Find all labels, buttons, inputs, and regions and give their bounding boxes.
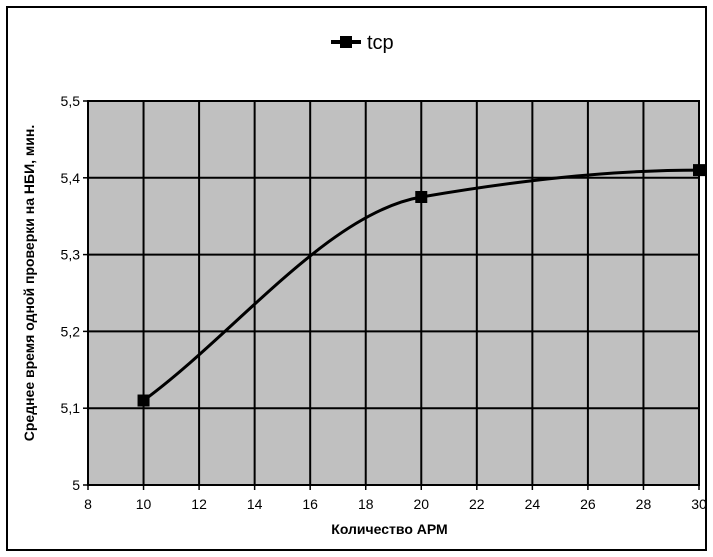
series-group xyxy=(137,164,705,407)
x-axis-title: Количество АРМ xyxy=(331,521,447,537)
x-tick-label-3: 14 xyxy=(247,496,263,512)
x-tick-label-11: 30 xyxy=(691,496,707,512)
data-point-0-1 xyxy=(415,191,428,203)
x-tick-label-4: 16 xyxy=(302,496,318,512)
y-tick-label-5: 5,5 xyxy=(61,93,81,109)
x-tick-label-0: 8 xyxy=(84,496,92,512)
y-tick-label-4: 5,4 xyxy=(61,170,81,186)
y-tick-label-0: 5 xyxy=(72,477,80,493)
x-tick-label-1: 10 xyxy=(136,496,152,512)
x-tick-label-7: 22 xyxy=(469,496,485,512)
x-tick-label-9: 26 xyxy=(580,496,596,512)
x-tick-label-2: 12 xyxy=(191,496,207,512)
data-point-0-2 xyxy=(693,164,705,177)
data-point-0-0 xyxy=(137,394,150,407)
legend-marker xyxy=(340,36,352,48)
y-axis-title: Среднее время одной проверки на НБИ, мин… xyxy=(21,125,37,441)
plot-border xyxy=(87,100,700,486)
x-tick-label-6: 20 xyxy=(413,496,429,512)
y-tick-label-1: 5,1 xyxy=(61,400,81,416)
plot-border-rect xyxy=(87,100,700,486)
legend-label: tср xyxy=(367,32,394,54)
y-axis-ticks: 5 5,1 5,2 5,3 5,4 5,5 xyxy=(61,93,88,493)
x-tick-label-10: 28 xyxy=(636,496,652,512)
x-axis-ticks: 8 10 12 14 16 18 20 22 24 26 28 30 xyxy=(84,485,707,512)
x-tick-label-8: 24 xyxy=(525,496,541,512)
plot-area xyxy=(88,101,699,485)
y-tick-label-3: 5,3 xyxy=(61,247,81,263)
legend: tср xyxy=(331,32,394,54)
y-tick-label-2: 5,2 xyxy=(61,323,81,339)
x-tick-label-5: 18 xyxy=(358,496,374,512)
